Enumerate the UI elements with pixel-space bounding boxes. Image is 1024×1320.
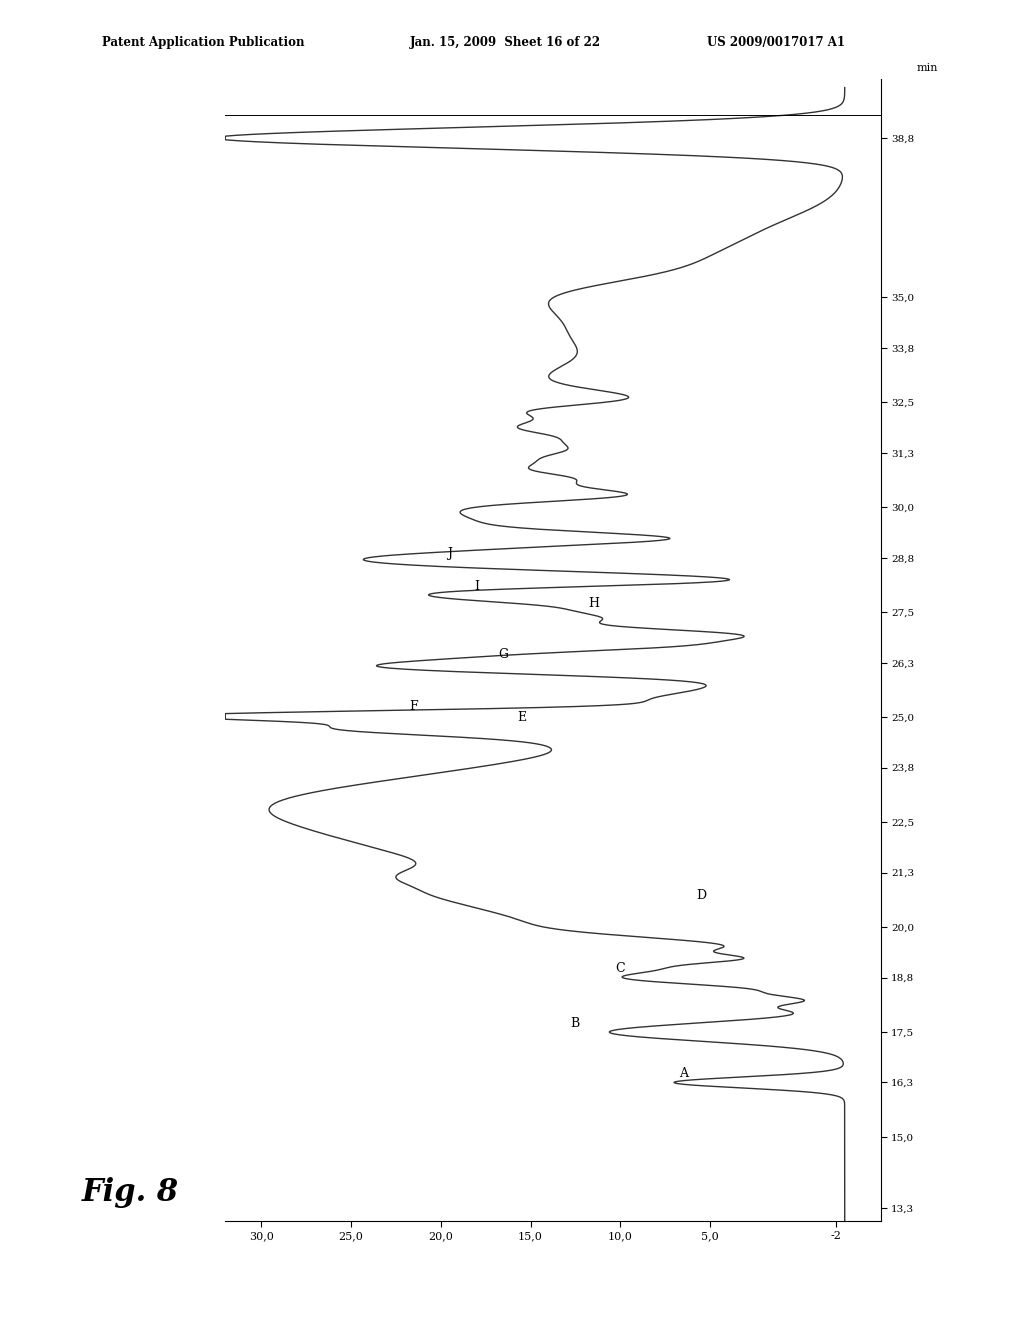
Text: J: J — [447, 546, 453, 560]
Text: Patent Application Publication: Patent Application Publication — [102, 36, 305, 49]
Text: Fig. 8: Fig. 8 — [82, 1177, 179, 1208]
Text: I: I — [474, 581, 479, 594]
Text: US 2009/0017017 A1: US 2009/0017017 A1 — [707, 36, 845, 49]
Text: G: G — [499, 648, 509, 660]
Text: E: E — [517, 710, 526, 723]
Text: B: B — [570, 1016, 580, 1030]
Text: A: A — [679, 1068, 688, 1080]
Text: C: C — [615, 962, 625, 975]
Text: min: min — [916, 63, 938, 74]
Text: H: H — [588, 597, 599, 610]
Text: D: D — [696, 888, 707, 902]
Text: F: F — [410, 700, 418, 713]
Text: Jan. 15, 2009  Sheet 16 of 22: Jan. 15, 2009 Sheet 16 of 22 — [410, 36, 601, 49]
